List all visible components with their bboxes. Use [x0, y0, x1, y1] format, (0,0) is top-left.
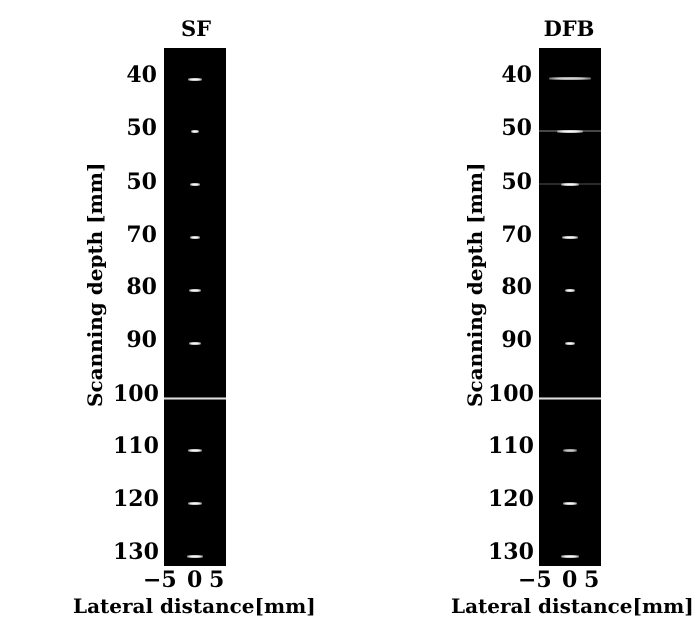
dfb-y-tick: 50 — [501, 115, 532, 141]
dfb-point-reflector — [565, 289, 575, 292]
dfb-point-reflector — [557, 130, 583, 133]
sf-x-tick: −5 — [143, 567, 177, 593]
dfb-point-reflector — [561, 183, 579, 186]
dfb-point-reflector — [565, 342, 575, 345]
dfb-y-tick: 90 — [501, 327, 532, 353]
dfb-panel: DFB Scanning depth [mm] 40 50 50 70 80 9… — [350, 0, 700, 629]
sf-y-tick: 40 — [126, 62, 157, 88]
sf-panel: SF Scanning depth [mm] 40 50 50 70 80 90… — [73, 16, 316, 618]
dfb-y-tick: 100 — [488, 381, 534, 407]
dfb-point-reflector — [562, 236, 578, 239]
sf-y-tick: 110 — [113, 433, 159, 459]
sf-point-reflector — [187, 555, 203, 558]
dfb-x-tick: 5 — [584, 567, 600, 593]
sf-y-tick: 120 — [113, 486, 159, 512]
sf-x-tick: 5 — [209, 567, 225, 593]
sf-y-axis-label: Scanning depth [mm] — [83, 162, 107, 407]
sf-x-tick: 0 — [187, 567, 203, 593]
sf-point-reflector — [189, 289, 201, 292]
sf-point-reflector — [191, 130, 199, 133]
sf-y-tick: 100 — [113, 381, 159, 407]
sf-y-tick: 90 — [126, 327, 157, 353]
dfb-y-axis-label: Scanning depth [mm] — [463, 162, 487, 407]
dfb-y-tick: 40 — [501, 62, 532, 88]
dfb-x-tick: −5 — [518, 567, 552, 593]
dfb-point-reflector — [563, 449, 577, 452]
dfb-x-tick: 0 — [562, 567, 578, 593]
dfb-y-tick: 130 — [488, 539, 534, 565]
sf-x-axis-label: Lateral distance[mm] — [73, 594, 316, 618]
sf-horizontal-reflector — [164, 397, 226, 400]
sf-point-reflector — [188, 449, 202, 452]
dfb-y-tick: 80 — [501, 274, 532, 300]
sf-point-reflector — [190, 236, 200, 239]
sf-ultrasound-image — [164, 48, 226, 566]
sf-y-tick: 50 — [126, 115, 157, 141]
sf-y-tick: 130 — [113, 539, 159, 565]
sf-panel-title: SF — [180, 16, 212, 41]
dfb-y-tick: 50 — [501, 169, 532, 195]
dfb-y-tick: 70 — [501, 222, 532, 248]
sf-point-reflector — [188, 78, 202, 81]
sf-y-tick: 70 — [126, 222, 157, 248]
sf-point-reflector — [188, 502, 202, 505]
dfb-point-reflector — [549, 77, 591, 80]
dfb-panel-title: DFB — [543, 16, 595, 41]
dfb-y-tick: 110 — [488, 433, 534, 459]
sf-point-reflector — [190, 183, 200, 186]
dfb-ultrasound-image — [539, 48, 601, 566]
dfb-point-reflector — [563, 502, 577, 505]
sf-point-reflector — [189, 342, 201, 345]
dfb-y-tick: 120 — [488, 486, 534, 512]
dfb-point-reflector — [561, 555, 579, 558]
sf-y-tick: 50 — [126, 169, 157, 195]
sf-y-tick: 80 — [126, 274, 157, 300]
dfb-x-axis-label: Lateral distance[mm] — [451, 594, 694, 618]
dfb-horizontal-reflector — [539, 397, 601, 400]
